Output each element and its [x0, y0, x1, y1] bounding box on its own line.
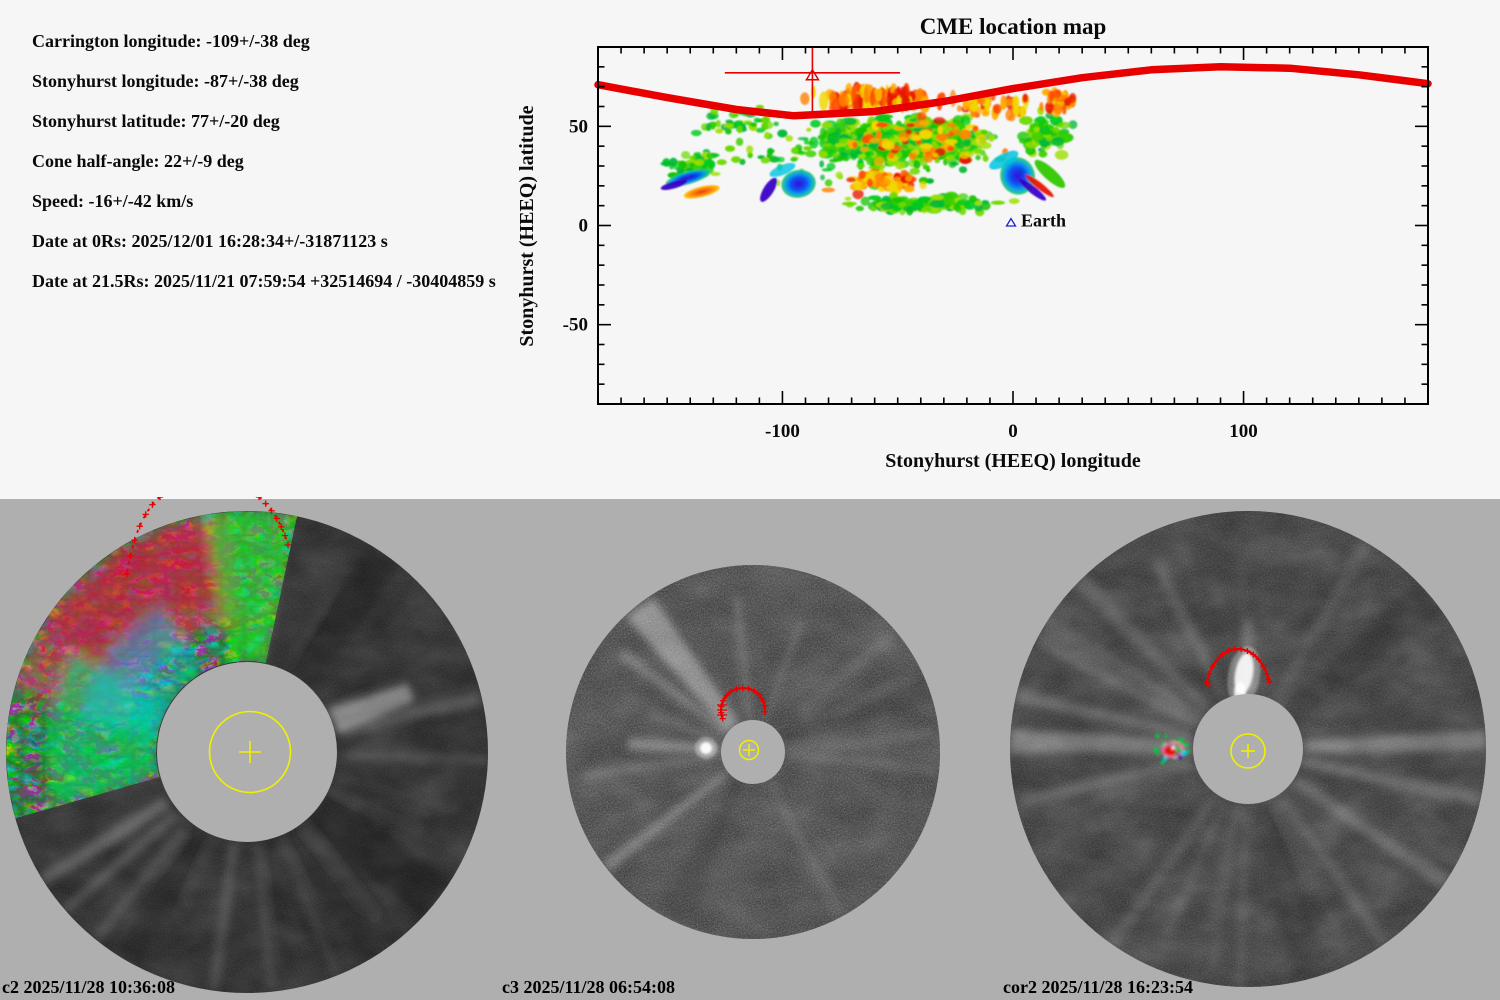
y-tick-label: -50: [563, 315, 588, 336]
y-tick-label: 50: [569, 116, 588, 137]
y-axis-label: Stonyhurst (HEEQ) latitude: [516, 105, 538, 346]
c3-timestamp-label: c3 2025/11/28 06:54:08: [502, 977, 675, 997]
x-tick-label: -100: [765, 421, 800, 442]
cme-parameters: Carrington longitude: -109+/-38 deg Ston…: [32, 30, 496, 310]
cor2-coronagraph-image: [1010, 511, 1486, 987]
chart-axes: [597, 46, 1429, 405]
param-stonyhurst-longitude: Stonyhurst longitude: -87+/-38 deg: [32, 71, 299, 91]
cor2-cme-jet: [1227, 646, 1261, 706]
c3-coronagraph-image: [566, 565, 940, 939]
param-carrington-longitude: Carrington longitude: -109+/-38 deg: [32, 31, 310, 51]
earth-marker: Earth: [1005, 211, 1066, 231]
cor2-timestamp-label: cor2 2025/11/28 16:23:54: [1003, 977, 1193, 997]
cme-location-chart: Earth -100 0 100 50 0 -50 CME location map St…: [516, 14, 1432, 472]
earth-label: Earth: [1021, 211, 1066, 231]
cme-direction-marker: [724, 47, 901, 113]
chart-title: CME location map: [920, 14, 1107, 39]
c2-coronagraph-image: [6, 497, 488, 993]
top-panel-background: [0, 0, 1500, 499]
axis-tick-labels: -100 0 100 50 0 -50: [563, 116, 1258, 442]
c3-cme-front-arc: [717, 685, 768, 722]
solar-limb-curve: [594, 63, 1432, 120]
param-stonyhurst-latitude: Stonyhurst latitude: 77+/-20 deg: [32, 111, 280, 131]
param-speed: Speed: -16+/-42 km/s: [32, 191, 194, 211]
param-cone-half-angle: Cone half-angle: 22+/-9 deg: [32, 151, 244, 171]
c2-cme-front-marks: [123, 497, 292, 578]
x-tick-label: 0: [1008, 421, 1018, 442]
param-date-0rs: Date at 0Rs: 2025/12/01 16:28:34+/-31871…: [32, 231, 388, 251]
cor2-cme-detection-blob: [1153, 733, 1191, 765]
x-tick-label: 100: [1229, 421, 1258, 442]
cme-probability-heatmap: [660, 81, 1078, 217]
x-axis-label: Stonyhurst (HEEQ) longitude: [885, 450, 1141, 472]
c2-timestamp-label: c2 2025/11/28 10:36:08: [2, 977, 175, 997]
y-tick-label: 0: [579, 216, 589, 237]
coronagraph-strip: [6, 497, 1486, 993]
cor2-cme-front-arc: [1203, 646, 1273, 687]
param-date-21-5rs: Date at 21.5Rs: 2025/11/21 07:59:54 +325…: [32, 271, 496, 291]
